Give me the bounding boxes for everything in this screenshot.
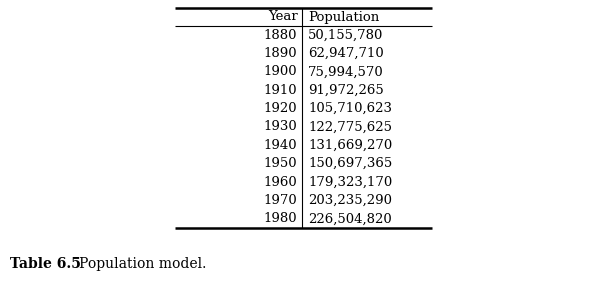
Text: 1950: 1950 bbox=[264, 157, 297, 170]
Text: 1920: 1920 bbox=[264, 102, 297, 115]
Text: Table 6.5: Table 6.5 bbox=[10, 257, 81, 271]
Text: 131,669,270: 131,669,270 bbox=[308, 139, 393, 152]
Text: 150,697,365: 150,697,365 bbox=[308, 157, 393, 170]
Text: 62,947,710: 62,947,710 bbox=[308, 47, 383, 60]
Text: 1900: 1900 bbox=[264, 65, 297, 78]
Text: Year: Year bbox=[268, 10, 298, 24]
Text: 179,323,170: 179,323,170 bbox=[308, 176, 393, 189]
Text: 91,972,265: 91,972,265 bbox=[308, 84, 383, 97]
Text: 1890: 1890 bbox=[264, 47, 297, 60]
Text: 50,155,780: 50,155,780 bbox=[308, 29, 383, 42]
Text: 1970: 1970 bbox=[263, 194, 297, 207]
Text: 1940: 1940 bbox=[264, 139, 297, 152]
Text: 203,235,290: 203,235,290 bbox=[308, 194, 392, 207]
Text: 122,775,625: 122,775,625 bbox=[308, 120, 392, 134]
Text: 1930: 1930 bbox=[263, 120, 297, 134]
Text: 1960: 1960 bbox=[263, 176, 297, 189]
Text: 75,994,570: 75,994,570 bbox=[308, 65, 383, 78]
Text: 1910: 1910 bbox=[264, 84, 297, 97]
Text: Population model.: Population model. bbox=[66, 257, 206, 271]
Text: 226,504,820: 226,504,820 bbox=[308, 212, 392, 225]
Text: 105,710,623: 105,710,623 bbox=[308, 102, 392, 115]
Text: 1880: 1880 bbox=[264, 29, 297, 42]
Text: Population: Population bbox=[308, 10, 379, 24]
Text: 1980: 1980 bbox=[264, 212, 297, 225]
